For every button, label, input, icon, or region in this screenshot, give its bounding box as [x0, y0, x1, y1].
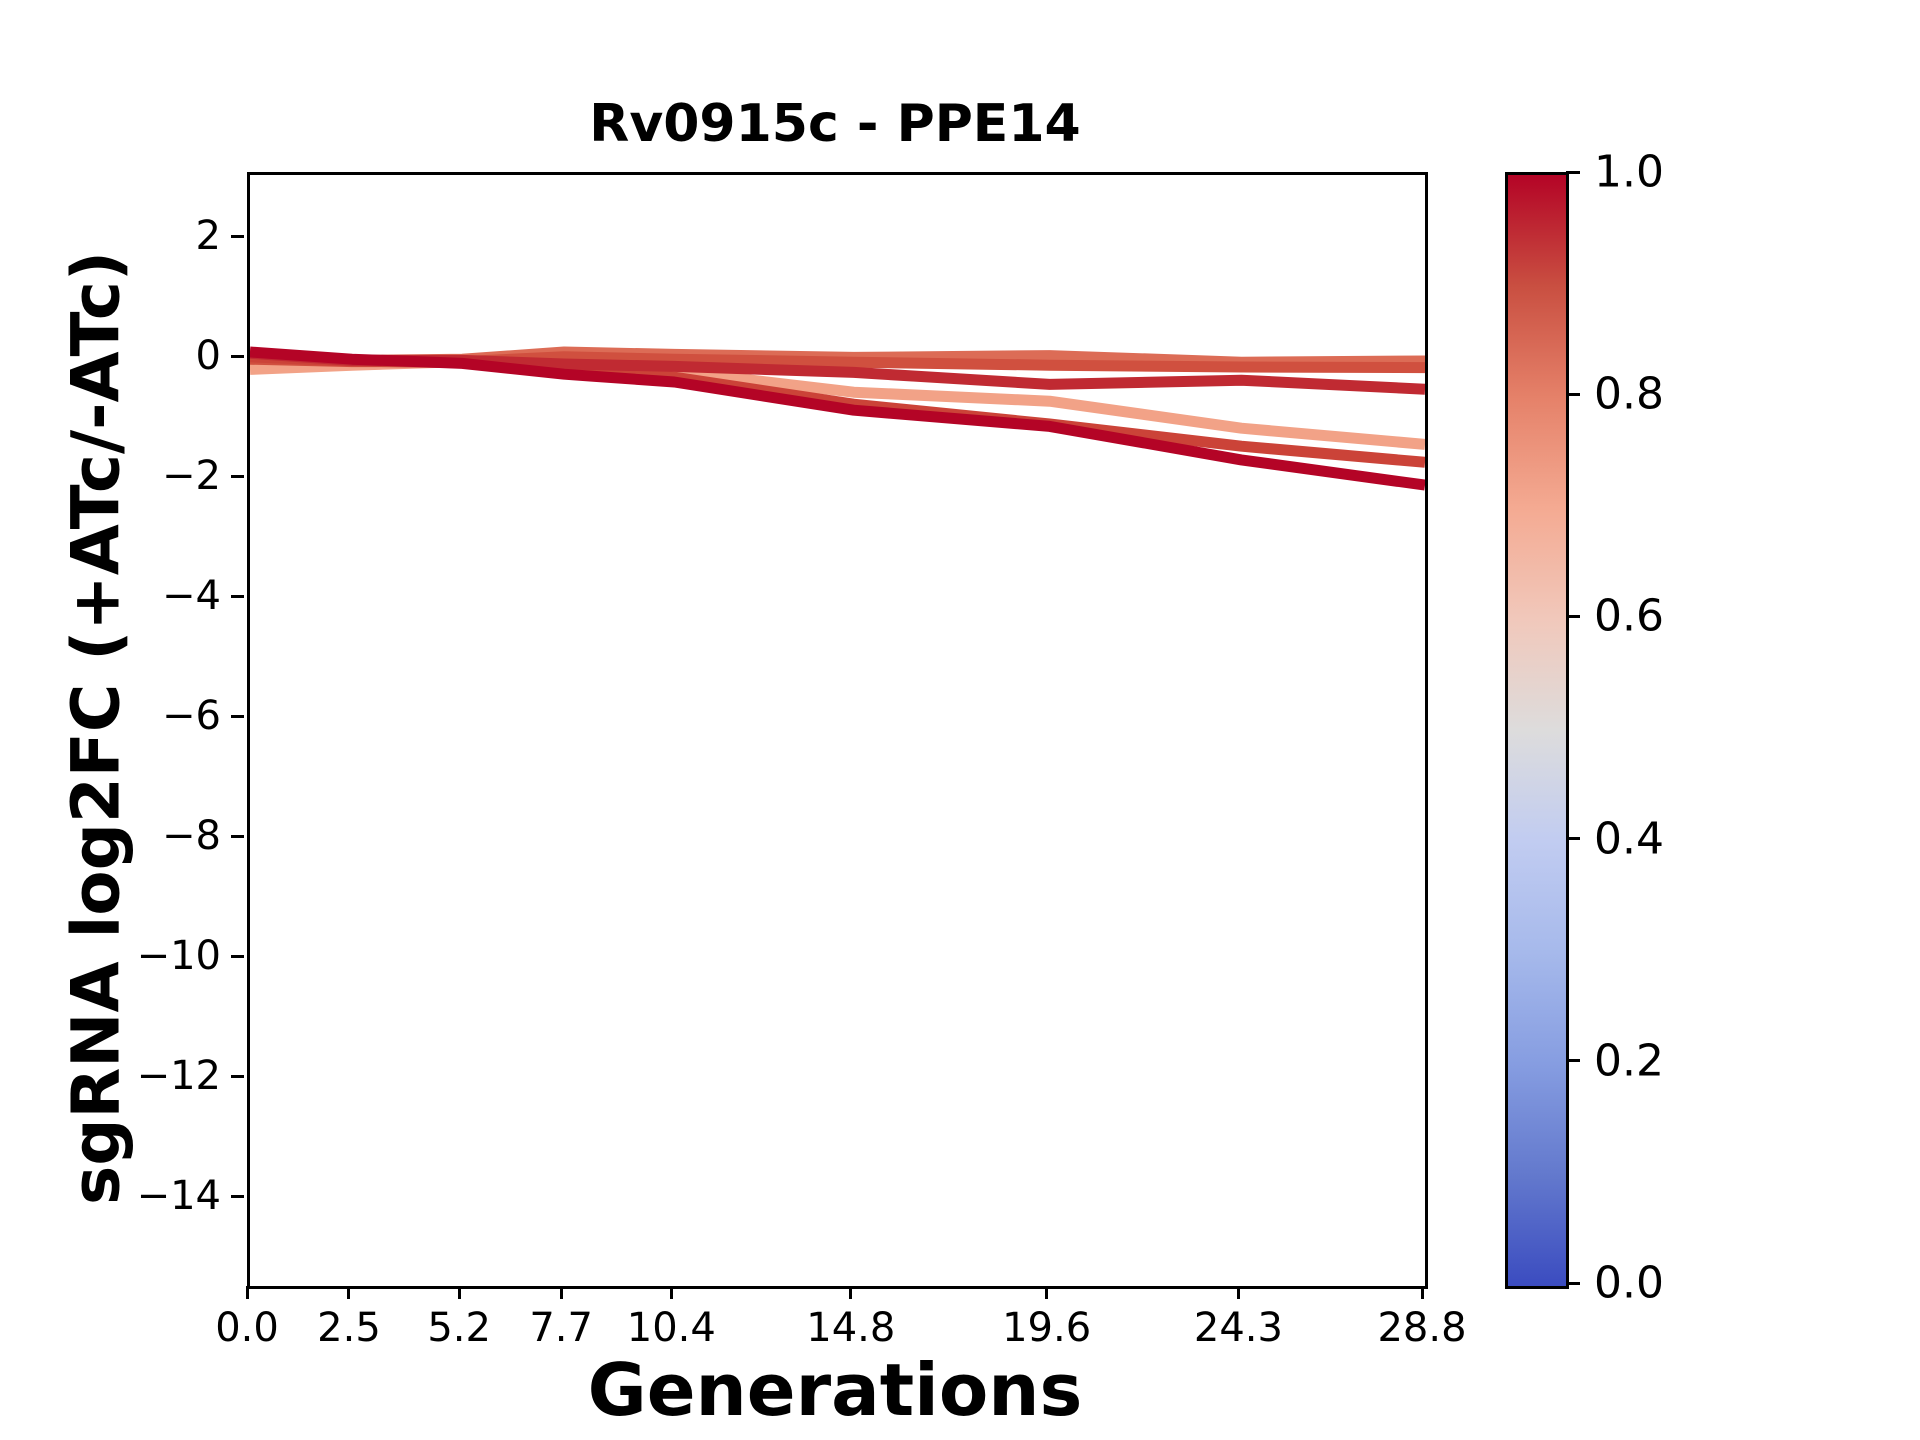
y-tick-label: 0 [195, 333, 221, 380]
colorbar-tick-label: 0.4 [1594, 813, 1664, 865]
y-tick-mark [231, 474, 244, 478]
colorbar-tick-label: 0.0 [1594, 1257, 1664, 1309]
colorbar-tick-mark [1566, 1059, 1580, 1063]
y-tick-label: −14 [136, 1173, 221, 1220]
x-tick-label: 24.3 [1193, 1305, 1283, 1351]
colorbar-tick-label: 0.8 [1594, 368, 1664, 420]
y-tick-mark [231, 1194, 244, 1198]
y-tick-label: −12 [136, 1053, 221, 1100]
x-axis-label: Generations [587, 1348, 1083, 1432]
y-tick-label: −4 [162, 573, 221, 620]
colorbar-tick-label: 0.6 [1594, 590, 1664, 642]
x-tick-mark [849, 1286, 853, 1299]
y-tick-mark [231, 834, 244, 838]
colorbar-tick-mark [1566, 392, 1580, 396]
y-tick-mark [231, 594, 244, 598]
plot-area [247, 172, 1428, 1289]
x-tick-label: 5.2 [427, 1305, 491, 1351]
x-tick-label: 0.0 [215, 1305, 279, 1351]
chart-title: Rv0915c - PPE14 [589, 94, 1081, 154]
x-tick-label: 10.4 [626, 1305, 716, 1351]
x-tick-mark [559, 1286, 563, 1299]
y-tick-label: 2 [195, 213, 221, 260]
x-tick-label: 19.6 [1002, 1305, 1092, 1351]
x-tick-label: 14.8 [806, 1305, 896, 1351]
colorbar-tick-mark [1566, 837, 1580, 841]
x-tick-mark [1420, 1286, 1424, 1299]
x-tick-mark [245, 1286, 249, 1299]
colorbar [1505, 172, 1569, 1289]
y-tick-label: −10 [136, 933, 221, 980]
x-tick-mark [1236, 1286, 1240, 1299]
y-tick-label: −8 [162, 813, 221, 860]
y-axis-label: sgRNA log2FC (+ATc/-ATc) [57, 250, 135, 1206]
x-tick-label: 2.5 [317, 1305, 381, 1351]
y-tick-label: −6 [162, 693, 221, 740]
colorbar-tick-mark [1566, 170, 1580, 174]
colorbar-tick-mark [1566, 1281, 1580, 1285]
colorbar-tick-mark [1566, 614, 1580, 618]
x-tick-label: 28.8 [1377, 1305, 1467, 1351]
y-tick-mark [231, 354, 244, 358]
colorbar-tick-label: 1.0 [1594, 146, 1664, 198]
y-tick-mark [231, 714, 244, 718]
x-tick-mark [457, 1286, 461, 1299]
line-chart-canvas [250, 346, 1425, 491]
y-tick-mark [231, 954, 244, 958]
y-tick-label: −2 [162, 453, 221, 500]
series-line-6 [250, 346, 1425, 491]
x-tick-label: 7.7 [529, 1305, 593, 1351]
colorbar-tick-label: 0.2 [1594, 1035, 1664, 1087]
y-tick-mark [231, 234, 244, 238]
x-tick-mark [669, 1286, 673, 1299]
x-tick-mark [347, 1286, 351, 1299]
y-tick-mark [231, 1074, 244, 1078]
x-tick-mark [1045, 1286, 1049, 1299]
